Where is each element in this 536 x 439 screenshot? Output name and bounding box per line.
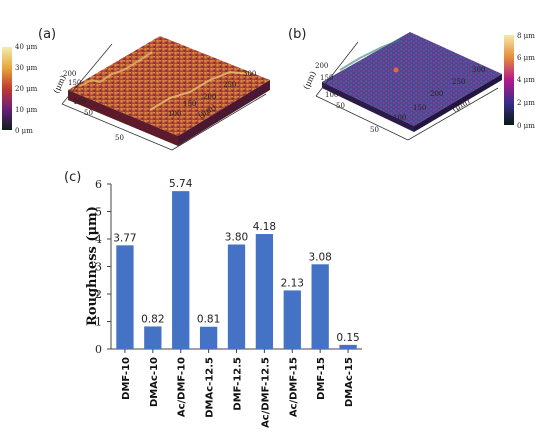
panel-c: (c) Roughness (μm) 0 1 2 3 4 5 6 3.77 DMF-10 0.82… — [64, 170, 362, 428]
panel-b-x-tick: 250 — [452, 78, 465, 86]
panel-b-y-tick: 50 — [336, 102, 345, 110]
panel-a-surface-top — [68, 36, 270, 136]
x-tick-label: DMF-12.5 — [233, 357, 244, 411]
panel-a-y-tick: 50 — [84, 109, 93, 117]
panel-b: (b) 200 150 100 50 (μm) 50 100 150 200 2… — [288, 27, 535, 141]
bar — [255, 234, 274, 349]
bar-chart: 0 1 2 3 4 5 6 3.77 DMF-10 0.82 DMAc-10 5.74 Ac/DMF-1… — [95, 178, 362, 428]
y-tick-label: 4 — [95, 233, 102, 246]
x-tick-label: Ac/DMF-15 — [288, 357, 299, 417]
panel-b-x-tick: 300 — [472, 66, 485, 74]
panel-a-ridge — [149, 70, 251, 111]
bar-value-label: 3.08 — [308, 251, 331, 263]
panel-b-surface-top — [322, 32, 502, 126]
panel-a-x-tick: 300 — [243, 70, 256, 78]
bar-value-label: 4.18 — [253, 221, 276, 233]
panel-a-scale-tick: 20 μm — [15, 85, 38, 93]
panel-a-axes — [61, 43, 267, 151]
panel-b-y-tick: 100 — [325, 91, 338, 99]
y-axis-label: Roughness (μm) — [85, 206, 100, 326]
panel-b-y-tick: 200 — [315, 62, 328, 70]
panel-a-ridge — [79, 51, 153, 87]
panel-b-y-unit: (μm) — [302, 70, 318, 91]
panel-a-scale-tick: 40 μm — [15, 43, 38, 51]
x-tick-label: DMF-10 — [121, 357, 132, 400]
bar — [227, 244, 246, 349]
panel-a-scale-tick: 10 μm — [15, 106, 38, 114]
bar-value-label: 0.81 — [197, 314, 220, 326]
panel-a-surface — [68, 36, 270, 146]
panel-a-label: (a) — [38, 27, 56, 42]
panel-a-scale-tick: 0 μm — [15, 127, 33, 135]
panel-b-x-tick: 150 — [413, 104, 426, 112]
bar — [144, 326, 162, 349]
panel-a-x-tick: 150 — [183, 100, 196, 108]
panel-b-scale-tick: 0 μm — [517, 122, 535, 130]
bar — [199, 326, 218, 349]
panel-c-label: (c) — [64, 170, 81, 185]
x-tick-label: Ac/DMF-12.5 — [260, 357, 271, 428]
panel-a-y-tick: 100 — [73, 98, 86, 106]
panel-b-colorbar-gradient — [504, 35, 514, 125]
panel-a-colorbar: 40 μm 30 μm 20 μm 10 μm 0 μm — [2, 43, 38, 135]
panel-b-x-tick: 50 — [370, 126, 379, 134]
y-tick-label: 6 — [95, 178, 102, 191]
bar — [172, 191, 190, 349]
bar — [116, 245, 134, 349]
panel-a: (a) 200 150 100 50 (μm) 50 100 150 200 2… — [2, 27, 270, 151]
bar-value-label: 0.82 — [141, 313, 164, 325]
panel-a-x-tick: 200 — [203, 93, 216, 101]
panel-b-surface-front — [414, 74, 502, 132]
panel-b-peak — [393, 67, 399, 73]
x-tick-label: DMAc-12.5 — [205, 357, 216, 418]
bar — [339, 344, 357, 349]
panel-b-scale-tick: 4 μm — [517, 76, 535, 84]
panel-b-scale-tick: 2 μm — [517, 99, 535, 107]
panel-b-label: (b) — [288, 27, 306, 42]
x-tick-label: Ac/DMF-10 — [177, 357, 188, 417]
x-tick-label: DMAc-15 — [344, 357, 355, 407]
x-tick-label: DMF-15 — [316, 357, 327, 400]
y-tick-label: 5 — [95, 206, 102, 219]
bar — [311, 264, 329, 349]
y-tick-label: 3 — [95, 261, 102, 274]
panel-a-x-tick: 100 — [168, 110, 181, 118]
panel-a-surface-side — [68, 90, 178, 146]
panel-b-scale-tick: 6 μm — [517, 54, 535, 62]
panel-a-y-tick: 150 — [68, 79, 81, 87]
panel-b-axes — [315, 41, 499, 141]
bar-value-label: 3.77 — [113, 232, 136, 244]
panel-a-x-tick: 250 — [223, 81, 236, 89]
bar-value-label: 3.80 — [225, 232, 248, 244]
y-tick-label: 1 — [95, 316, 102, 329]
y-tick-label: 2 — [95, 288, 102, 301]
panel-a-scale-tick: 30 μm — [15, 64, 38, 72]
panel-b-y-tick: 150 — [320, 74, 333, 82]
bar — [283, 290, 301, 349]
panel-a-x-tick: 50 — [115, 134, 124, 142]
x-tick-label: DMAc-10 — [149, 357, 160, 407]
panel-b-x-tick: 200 — [430, 90, 443, 98]
panel-a-colorbar-gradient — [2, 47, 12, 130]
panel-a-y-tick: 200 — [63, 70, 76, 78]
panel-b-surface — [322, 32, 502, 132]
panel-a-y-unit: (μm) — [52, 74, 68, 95]
bar-value-label: 5.74 — [169, 178, 193, 190]
panel-b-x-tick: 100 — [393, 114, 406, 122]
y-tick-label: 0 — [95, 343, 102, 356]
panel-b-ridge — [339, 39, 401, 71]
bar-value-label: 0.15 — [336, 332, 359, 344]
panel-b-scale-tick: 8 μm — [517, 32, 535, 40]
panel-b-surface-side — [322, 82, 414, 132]
panel-b-colorbar: 8 μm 6 μm 4 μm 2 μm 0 μm — [504, 32, 535, 130]
panel-a-surface-front — [178, 80, 270, 146]
bar-value-label: 2.13 — [281, 277, 304, 289]
